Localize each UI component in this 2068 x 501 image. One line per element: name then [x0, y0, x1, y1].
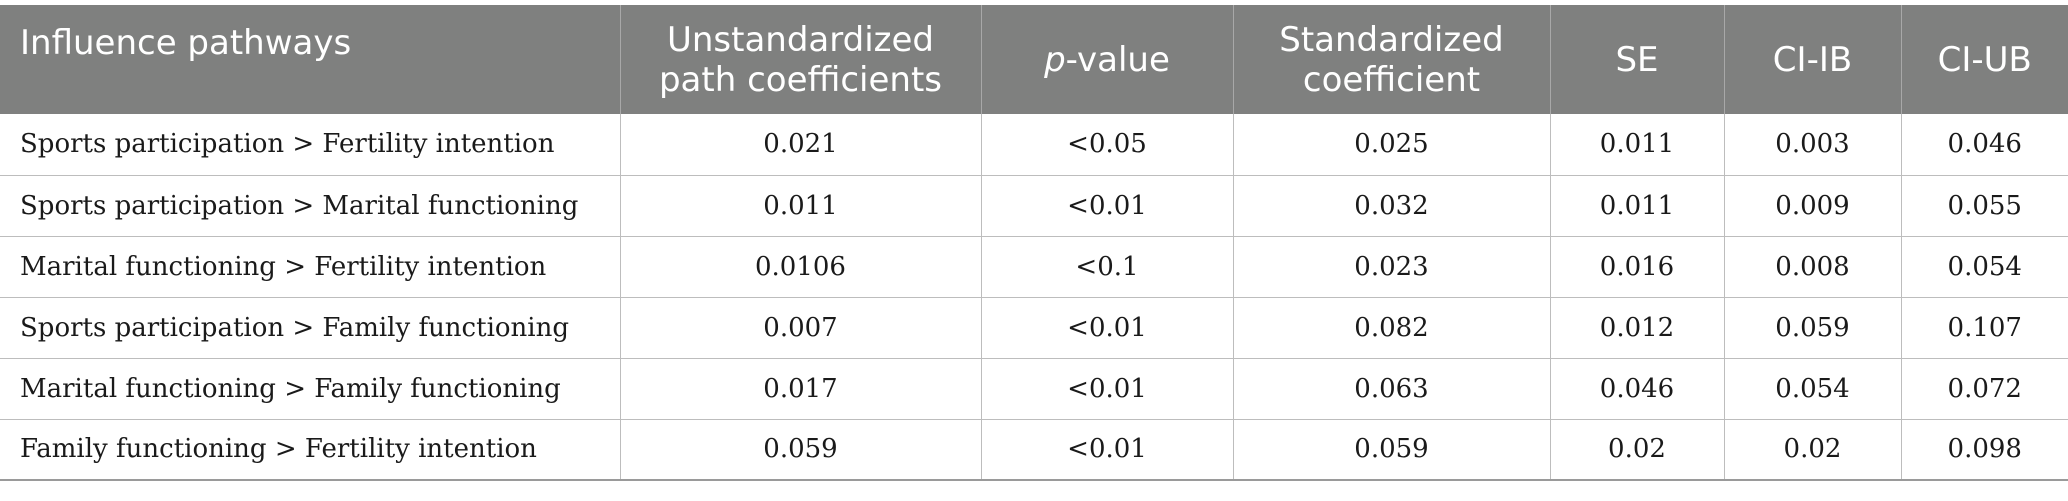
cell-standardized: 0.032 [1233, 175, 1551, 237]
cell-se: 0.02 [1550, 419, 1725, 481]
cell-ci-ub: 0.054 [1901, 236, 2068, 298]
cell-se: 0.011 [1550, 175, 1725, 237]
table-row: Sports participation > Marital functioni… [0, 175, 2068, 237]
cell-ci-lb: 0.02 [1724, 419, 1902, 481]
table-row: Family functioning > Fertility intention… [0, 419, 2068, 481]
header-p-letter: p [1044, 39, 1066, 80]
cell-standardized: 0.059 [1233, 419, 1551, 481]
cell-se: 0.046 [1550, 358, 1725, 420]
header-standardized-coefficient: Standardized coefficient [1233, 5, 1551, 114]
cell-p-value: <0.01 [981, 297, 1234, 359]
cell-unstandardized: 0.0106 [620, 236, 982, 298]
cell-pathway: Sports participation > Family functionin… [0, 297, 621, 359]
cell-unstandardized: 0.021 [620, 114, 982, 176]
header-p-suffix: -value [1065, 39, 1170, 80]
cell-pathway: Marital functioning > Fertility intentio… [0, 236, 621, 298]
cell-p-value: <0.05 [981, 114, 1234, 176]
cell-ci-lb: 0.009 [1724, 175, 1902, 237]
cell-pathway: Sports participation > Fertility intenti… [0, 114, 621, 176]
cell-ci-ub: 0.055 [1901, 175, 2068, 237]
cell-ci-ub: 0.072 [1901, 358, 2068, 420]
cell-standardized: 0.063 [1233, 358, 1551, 420]
cell-ci-lb: 0.054 [1724, 358, 1902, 420]
table-row: Sports participation > Family functionin… [0, 297, 2068, 359]
cell-ci-ub: 0.107 [1901, 297, 2068, 359]
table-header: Influence pathways Unstandardized path co… [0, 5, 2068, 114]
cell-ci-lb: 0.003 [1724, 114, 1902, 176]
cell-ci-ub: 0.046 [1901, 114, 2068, 176]
header-unstandardized-coefficients: Unstandardized path coefficients [620, 5, 982, 114]
cell-se: 0.016 [1550, 236, 1725, 298]
cell-pathway: Marital functioning > Family functioning [0, 358, 621, 420]
table-row: Marital functioning > Fertility intentio… [0, 236, 2068, 298]
cell-pathway: Sports participation > Marital functioni… [0, 175, 621, 237]
cell-p-value: <0.1 [981, 236, 1234, 298]
cell-unstandardized: 0.011 [620, 175, 982, 237]
cell-p-value: <0.01 [981, 175, 1234, 237]
table-body: Sports participation > Fertility intenti… [0, 114, 2068, 481]
cell-pathway: Family functioning > Fertility intention [0, 419, 621, 481]
cell-standardized: 0.025 [1233, 114, 1551, 176]
cell-se: 0.011 [1550, 114, 1725, 176]
cell-ci-ub: 0.098 [1901, 419, 2068, 481]
header-ci-ub: CI-UB [1901, 5, 2068, 114]
cell-ci-lb: 0.059 [1724, 297, 1902, 359]
cell-standardized: 0.082 [1233, 297, 1551, 359]
header-se: SE [1550, 5, 1725, 114]
cell-p-value: <0.01 [981, 358, 1234, 420]
cell-unstandardized: 0.007 [620, 297, 982, 359]
header-row: Influence pathways Unstandardized path co… [0, 5, 2068, 114]
header-influence-pathways: Influence pathways [0, 5, 621, 114]
cell-se: 0.012 [1550, 297, 1725, 359]
cell-unstandardized: 0.059 [620, 419, 982, 481]
cell-unstandardized: 0.017 [620, 358, 982, 420]
cell-p-value: <0.01 [981, 419, 1234, 481]
path-coefficients-table: Influence pathways Unstandardized path co… [0, 5, 2068, 481]
cell-ci-lb: 0.008 [1724, 236, 1902, 298]
header-p-value: p-value [981, 5, 1234, 114]
cell-standardized: 0.023 [1233, 236, 1551, 298]
table-row: Sports participation > Fertility intenti… [0, 114, 2068, 176]
header-ci-lb: CI-IB [1724, 5, 1902, 114]
table-row: Marital functioning > Family functioning… [0, 358, 2068, 420]
